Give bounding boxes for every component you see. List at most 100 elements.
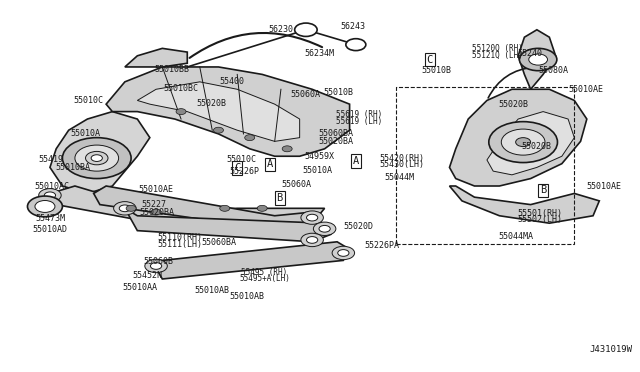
Text: 55121Q (LH): 55121Q (LH) [472, 51, 523, 60]
Circle shape [529, 54, 547, 65]
Circle shape [151, 209, 161, 215]
Polygon shape [50, 186, 324, 231]
Text: 55226P: 55226P [230, 167, 260, 176]
Text: 55010BC: 55010BC [164, 84, 198, 93]
Polygon shape [138, 82, 300, 141]
Circle shape [257, 205, 267, 211]
Text: 55020BA: 55020BA [318, 137, 353, 146]
Text: A: A [353, 156, 359, 166]
Text: 55495+A(LH): 55495+A(LH) [239, 275, 290, 283]
Text: 56230: 56230 [268, 25, 294, 34]
Text: 55495 (RH): 55495 (RH) [241, 268, 287, 277]
Circle shape [338, 250, 349, 256]
Text: 55010B: 55010B [323, 88, 353, 97]
Text: 55010AD: 55010AD [33, 225, 67, 234]
Circle shape [75, 145, 118, 171]
Text: 55020B: 55020B [196, 99, 227, 108]
Text: 55400: 55400 [220, 77, 244, 86]
Polygon shape [156, 242, 349, 279]
Text: 56243: 56243 [340, 22, 365, 31]
Polygon shape [518, 30, 556, 89]
Text: J431019W: J431019W [590, 345, 633, 354]
Circle shape [489, 122, 557, 163]
Circle shape [28, 196, 63, 217]
Circle shape [38, 189, 61, 202]
Circle shape [150, 263, 162, 269]
Circle shape [126, 205, 136, 211]
Circle shape [89, 154, 104, 163]
Text: 55452N: 55452N [132, 271, 163, 280]
Text: 55010AE: 55010AE [568, 85, 603, 94]
Circle shape [282, 146, 292, 152]
Circle shape [86, 151, 108, 165]
Text: 55419: 55419 [38, 155, 64, 164]
Text: 55060B: 55060B [143, 257, 173, 266]
Text: 55044MA: 55044MA [498, 232, 533, 241]
Circle shape [516, 138, 531, 147]
Circle shape [119, 205, 131, 212]
Circle shape [244, 135, 255, 141]
Text: 55010C: 55010C [226, 155, 256, 164]
Text: 55010AA: 55010AA [122, 283, 157, 292]
Text: 55227: 55227 [141, 200, 166, 209]
Text: 55501(RH): 55501(RH) [517, 209, 562, 218]
Text: 55619 (RH): 55619 (RH) [336, 110, 382, 119]
Text: 55080A: 55080A [538, 66, 568, 75]
Text: 54959X: 54959X [305, 152, 335, 161]
Circle shape [176, 109, 186, 115]
Circle shape [214, 127, 223, 133]
Text: B: B [276, 193, 283, 203]
Polygon shape [125, 48, 188, 67]
Text: 55111(LH): 55111(LH) [157, 240, 202, 248]
Circle shape [294, 23, 317, 36]
Text: C: C [234, 163, 241, 173]
Text: 55010AE: 55010AE [139, 185, 173, 194]
Circle shape [35, 201, 55, 212]
Text: 55010AC: 55010AC [35, 182, 69, 190]
Circle shape [91, 155, 102, 161]
Circle shape [63, 138, 131, 179]
Circle shape [332, 246, 355, 260]
Text: 55020BA: 55020BA [140, 208, 175, 217]
Text: A: A [267, 160, 273, 169]
Text: 55010AB: 55010AB [230, 292, 265, 301]
Circle shape [501, 129, 545, 155]
Circle shape [145, 259, 167, 273]
Circle shape [301, 233, 323, 247]
Text: 55240: 55240 [517, 49, 542, 58]
Polygon shape [449, 89, 587, 186]
Circle shape [44, 192, 56, 199]
Text: 55010BB: 55010BB [155, 65, 190, 74]
Polygon shape [449, 186, 599, 223]
Text: 55020B: 55020B [521, 142, 551, 151]
Text: 55120Q (RH): 55120Q (RH) [472, 44, 523, 53]
Text: 55060A: 55060A [281, 180, 311, 189]
Polygon shape [125, 208, 331, 242]
Circle shape [319, 225, 330, 232]
Circle shape [346, 39, 366, 51]
Text: 55020B: 55020B [498, 100, 528, 109]
Text: 55044M: 55044M [385, 173, 415, 182]
Text: 55473M: 55473M [36, 214, 65, 223]
Text: 55010B: 55010B [421, 66, 451, 75]
Text: 55010AB: 55010AB [195, 286, 230, 295]
Text: C: C [426, 55, 433, 64]
Text: 55010A: 55010A [70, 129, 100, 138]
Circle shape [220, 205, 230, 211]
Circle shape [307, 214, 317, 221]
Text: 55060A: 55060A [291, 90, 320, 99]
Polygon shape [487, 112, 574, 175]
Circle shape [314, 222, 336, 235]
Text: 55110(RH): 55110(RH) [157, 233, 202, 242]
Text: 55010C: 55010C [74, 96, 104, 105]
Text: 55502(LH): 55502(LH) [517, 215, 562, 224]
Circle shape [301, 211, 323, 224]
Text: 55226PA: 55226PA [364, 241, 399, 250]
Text: 55060BA: 55060BA [201, 238, 236, 247]
Text: 55010A: 55010A [303, 166, 333, 175]
Circle shape [520, 48, 557, 71]
Bar [396, 87, 574, 244]
Polygon shape [50, 112, 150, 193]
Polygon shape [93, 186, 312, 231]
Text: B: B [540, 186, 547, 195]
